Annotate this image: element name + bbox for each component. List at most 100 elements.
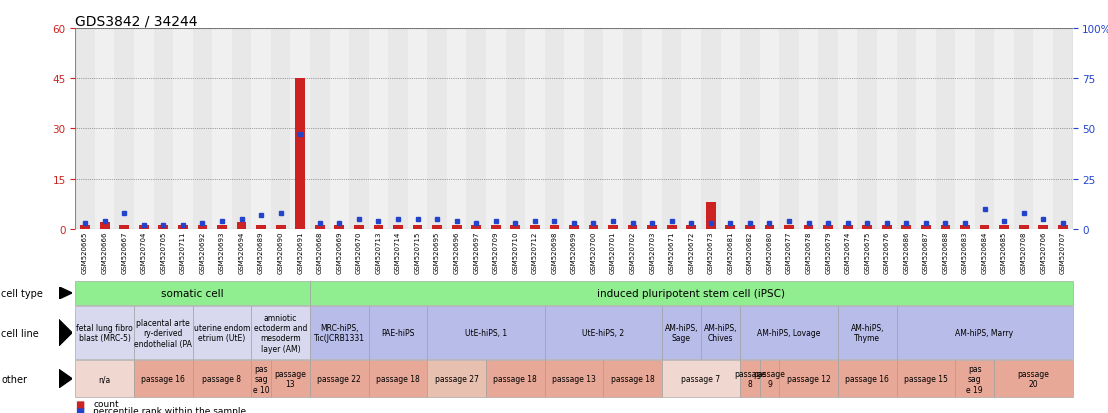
Bar [975, 29, 994, 229]
Bar [647, 226, 657, 229]
Text: induced pluripotent stem cell (iPSC): induced pluripotent stem cell (iPSC) [597, 288, 786, 298]
Bar [686, 226, 696, 229]
Text: cell type: cell type [1, 288, 43, 298]
Bar [921, 226, 931, 229]
Bar [315, 226, 325, 229]
Text: passage 8: passage 8 [203, 374, 242, 383]
Text: ■: ■ [75, 399, 84, 409]
Bar [290, 29, 310, 229]
Text: UtE-hiPS, 2: UtE-hiPS, 2 [582, 328, 624, 337]
Bar [564, 29, 584, 229]
Text: AM-hiPS,
Thyme: AM-hiPS, Thyme [851, 323, 884, 342]
Text: somatic cell: somatic cell [162, 288, 224, 298]
Polygon shape [59, 369, 72, 388]
Bar [530, 226, 540, 229]
Bar [369, 29, 388, 229]
Text: GDS3842 / 34244: GDS3842 / 34244 [75, 14, 198, 28]
Bar [550, 226, 560, 229]
Bar [661, 29, 681, 229]
Bar [373, 226, 383, 229]
Bar [412, 226, 422, 229]
Text: passage
13: passage 13 [275, 369, 307, 388]
Bar [1053, 29, 1073, 229]
Bar [1034, 29, 1053, 229]
Bar [310, 29, 329, 229]
Bar [447, 29, 466, 229]
Text: count: count [93, 399, 119, 408]
Text: cell line: cell line [1, 328, 39, 338]
Bar [545, 29, 564, 229]
Bar [217, 226, 227, 229]
Bar [428, 29, 447, 229]
Text: AM-hiPS, Lovage: AM-hiPS, Lovage [758, 328, 821, 337]
Bar [588, 226, 598, 229]
Text: MRC-hiPS,
Tic(JCRB1331: MRC-hiPS, Tic(JCRB1331 [314, 323, 365, 342]
Bar [843, 226, 852, 229]
Bar [979, 226, 989, 229]
Bar [803, 226, 813, 229]
Bar [1018, 226, 1028, 229]
Bar [349, 29, 369, 229]
Bar [388, 29, 408, 229]
Bar [745, 226, 755, 229]
Text: pas
sag
e 19: pas sag e 19 [966, 364, 983, 394]
Bar [681, 29, 701, 229]
Bar [213, 29, 232, 229]
Bar [726, 226, 736, 229]
Bar [1058, 226, 1068, 229]
Bar [882, 226, 892, 229]
Text: passage 7: passage 7 [681, 374, 720, 383]
Bar [486, 29, 505, 229]
Bar [779, 29, 799, 229]
Bar [505, 29, 525, 229]
Bar [335, 226, 345, 229]
Bar [916, 29, 935, 229]
Bar [1014, 29, 1034, 229]
Text: fetal lung fibro
blast (MRC-5): fetal lung fibro blast (MRC-5) [76, 323, 133, 342]
Bar [838, 29, 858, 229]
Bar [862, 226, 872, 229]
Bar [955, 29, 975, 229]
Text: placental arte
ry-derived
endothelial (PA: placental arte ry-derived endothelial (P… [134, 318, 193, 348]
Bar [95, 29, 114, 229]
Bar [114, 29, 134, 229]
Bar [466, 29, 486, 229]
Bar [701, 29, 720, 229]
Bar [765, 226, 774, 229]
Text: amniotic
ectoderm and
mesoderm
layer (AM): amniotic ectoderm and mesoderm layer (AM… [254, 313, 307, 353]
Text: UtE-hiPS, 1: UtE-hiPS, 1 [465, 328, 507, 337]
Bar [75, 29, 95, 229]
Bar [471, 226, 481, 229]
Bar [799, 29, 819, 229]
Bar [134, 29, 154, 229]
Text: uterine endom
etrium (UtE): uterine endom etrium (UtE) [194, 323, 250, 342]
Bar [80, 226, 90, 229]
Bar [902, 226, 911, 229]
Bar [432, 226, 442, 229]
Bar [740, 29, 760, 229]
Bar [75, 29, 1073, 229]
Bar [570, 226, 578, 229]
Bar [154, 29, 173, 229]
Bar [511, 226, 520, 229]
Bar [120, 226, 130, 229]
Polygon shape [59, 287, 72, 299]
Text: passage 22: passage 22 [317, 374, 361, 383]
Bar [896, 29, 916, 229]
Text: passage
9: passage 9 [753, 369, 786, 388]
Bar [237, 223, 246, 229]
Bar [643, 29, 661, 229]
Bar [232, 29, 252, 229]
Bar [584, 29, 603, 229]
Bar [760, 29, 779, 229]
Bar [252, 29, 270, 229]
Bar [720, 29, 740, 229]
Bar [623, 29, 643, 229]
Bar [408, 29, 428, 229]
Bar [823, 226, 833, 229]
Bar [1038, 226, 1048, 229]
Text: passage 16: passage 16 [142, 374, 185, 383]
Bar [994, 29, 1014, 229]
Bar [393, 226, 403, 229]
Bar [193, 29, 213, 229]
